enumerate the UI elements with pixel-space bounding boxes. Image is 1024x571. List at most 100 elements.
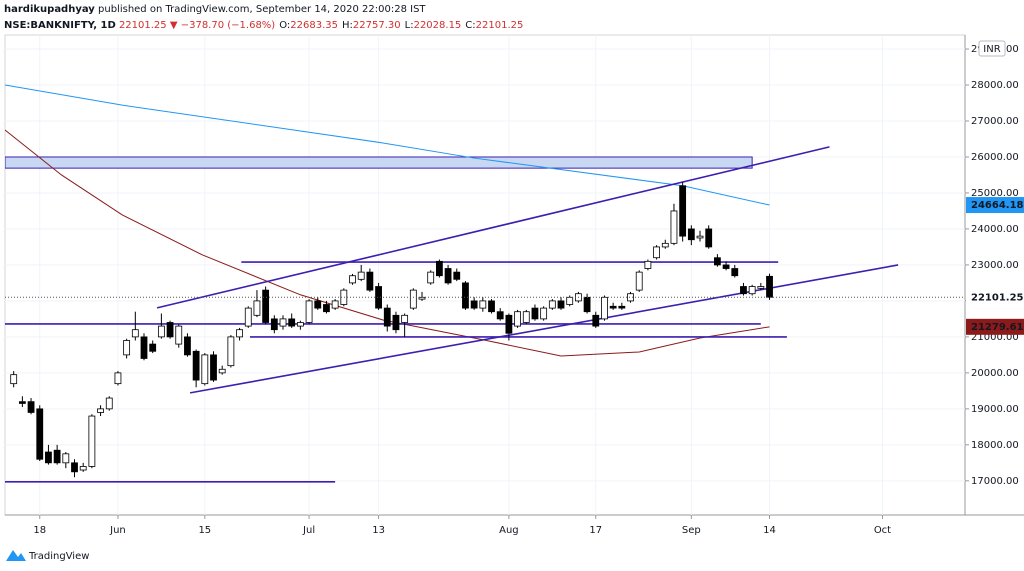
candle-body — [88, 415, 96, 467]
candle-body — [357, 271, 365, 280]
change: ▼ −378.70 (−1.68%) — [170, 20, 275, 31]
candle-body — [262, 289, 270, 323]
candle-body — [409, 289, 417, 309]
published: published on TradingView.com, September … — [98, 4, 426, 15]
candle-body — [687, 228, 695, 241]
candle-body — [288, 318, 296, 327]
candle-body — [218, 368, 226, 374]
currency: INR — [983, 44, 1000, 55]
price-tag — [966, 318, 1024, 335]
candle-body — [10, 374, 18, 385]
ohlc-value: 22757.30 — [353, 20, 401, 31]
candle-body — [557, 300, 565, 309]
candle-body — [349, 275, 356, 284]
symbol-legend: NSE:BANKNIFTY, 1D 22101.25 ▼ −378.70 (−1… — [4, 20, 523, 31]
price-tag-label: 21279.61 — [971, 322, 1024, 333]
y-tick-label: 28000.00 — [971, 80, 1019, 91]
price-tag-label: 24664.18 — [971, 200, 1024, 211]
candle-body — [175, 325, 183, 345]
moving-average — [5, 84, 770, 206]
candle-body — [522, 311, 530, 323]
candle-body — [227, 336, 235, 367]
y-tick-label: 24000.00 — [971, 224, 1019, 235]
candle-body — [236, 329, 243, 338]
candle-body — [314, 300, 322, 309]
y-tick-label: 23000.00 — [971, 260, 1019, 271]
candle-body — [601, 296, 608, 320]
x-tick-label: 18 — [33, 525, 46, 536]
candle-body — [71, 462, 78, 473]
candle-body — [705, 228, 713, 248]
candle-body — [435, 260, 443, 277]
candle-body — [36, 408, 44, 460]
candle-body — [140, 336, 148, 359]
ohlc-value: 22101.25 — [476, 20, 524, 31]
candle-body — [201, 354, 209, 385]
ohlc-key: O: — [279, 20, 290, 31]
y-tick-label: 21000.00 — [971, 332, 1019, 343]
ohlc-value: 22683.35 — [290, 20, 338, 31]
x-tick-label: Sep — [682, 525, 701, 536]
candle-body — [279, 318, 287, 327]
candle-body — [149, 343, 157, 352]
ohlc-key: C: — [465, 20, 475, 31]
candle-body — [635, 271, 643, 291]
brand: TradingView — [28, 551, 89, 562]
candle-body — [444, 268, 452, 284]
trendline — [189, 264, 899, 394]
zone — [5, 156, 753, 169]
y-tick-label: 19000.00 — [971, 404, 1019, 415]
candle-body — [548, 300, 556, 309]
trendline — [156, 146, 830, 309]
candle-body — [696, 235, 704, 239]
y-tick-label: 25000.00 — [971, 188, 1019, 199]
candle-body — [123, 340, 131, 356]
candle-body — [244, 307, 252, 327]
candle-body — [479, 300, 487, 309]
candle-body — [27, 401, 35, 413]
x-tick-label: Oct — [874, 525, 891, 536]
candle-body — [131, 329, 139, 338]
plot — [5, 35, 965, 515]
candle-body — [253, 300, 261, 316]
ohlc-key: H: — [342, 20, 353, 31]
candle-body — [661, 242, 669, 248]
candle-body — [470, 300, 478, 309]
y-tick-label: 18000.00 — [971, 440, 1019, 451]
footer: TradingView — [6, 550, 89, 562]
x-tick-label: 17 — [589, 525, 602, 536]
publish-line: hardikupadhyay published on TradingView.… — [4, 4, 426, 15]
candle-body — [731, 268, 739, 277]
ohlc-key: L: — [405, 20, 414, 31]
ohlc-value: 22028.15 — [414, 20, 462, 31]
price-tag — [966, 289, 1024, 306]
candle-body — [192, 350, 200, 381]
candle-body — [505, 314, 513, 334]
x-tick-label: 14 — [763, 525, 776, 536]
candle-body — [722, 264, 730, 269]
symbol: NSE:BANKNIFTY, 1D — [4, 20, 116, 31]
candle-body — [496, 311, 504, 320]
candle-body — [79, 466, 87, 471]
candle-body — [462, 282, 469, 309]
x-tick-label: Jun — [109, 525, 126, 536]
candle-body — [592, 314, 600, 327]
candle-body — [62, 453, 70, 464]
candle-body — [627, 293, 634, 302]
candle-body — [618, 305, 626, 309]
candle-body — [740, 286, 747, 295]
candle-body — [114, 372, 122, 385]
x-tick-label: Jul — [302, 525, 315, 536]
candle-body — [366, 271, 374, 291]
candle-body — [757, 286, 765, 289]
moving-average — [5, 129, 770, 357]
logo — [6, 550, 26, 561]
x-tick-label: 15 — [198, 525, 211, 536]
candle-body — [713, 257, 721, 266]
candle-body — [270, 318, 278, 331]
candle-body — [609, 305, 617, 309]
candle-body — [210, 354, 217, 381]
candle-body — [488, 300, 495, 313]
candle-body — [184, 336, 191, 356]
